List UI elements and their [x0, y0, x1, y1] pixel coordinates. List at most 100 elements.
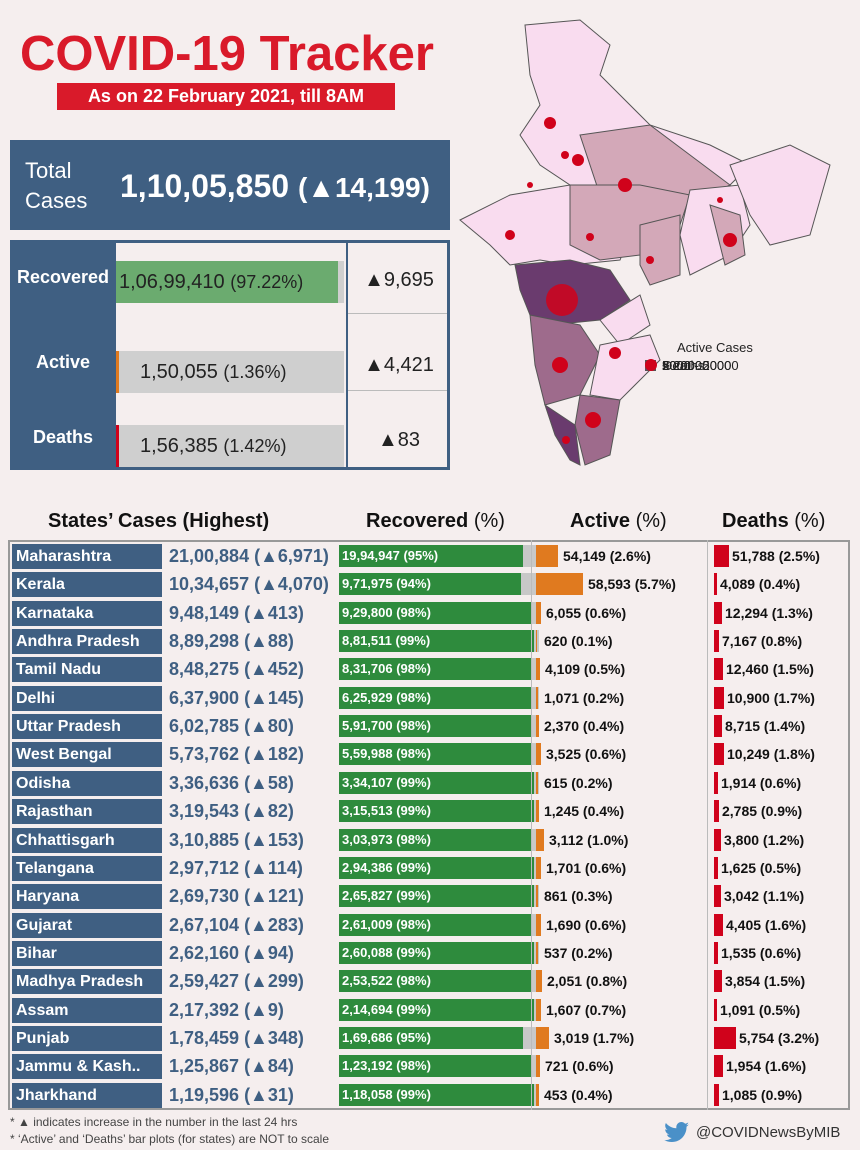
- recovered-value: 9,29,800 (98%): [339, 601, 532, 624]
- deaths-value: 3,042 (1.1%): [724, 888, 805, 905]
- deaths-value: 12,460 (1.5%): [726, 661, 814, 678]
- total-cases-delta: (▲14,199): [297, 172, 430, 203]
- death-dot-haryana: [561, 151, 569, 159]
- recovered-bar: 5,91,700 (98%): [339, 715, 539, 738]
- legend-deaths: Deaths: [645, 355, 860, 375]
- summary-delta-recovered: ▲9,695: [364, 269, 434, 291]
- state-name: Jharkhand: [12, 1082, 162, 1108]
- state-cases: 5,73,762 (▲182): [169, 744, 304, 765]
- recovered-value: 2,60,088 (99%): [339, 941, 534, 964]
- recovered-value: 3,34,107 (99%): [339, 771, 534, 794]
- state-name: Chhattisgarh: [12, 827, 162, 853]
- table-row: Kerala 10,34,657 (▲4,070) 9,71,975 (94%) 58…: [10, 570, 852, 598]
- active-bar: [536, 686, 538, 709]
- map-northeast: [729, 144, 831, 246]
- active-bar: [536, 771, 538, 794]
- recovered-bar: 9,29,800 (98%): [339, 601, 539, 624]
- recovered-value: 6,25,929 (98%): [339, 686, 532, 709]
- deaths-bar: [714, 630, 719, 653]
- active-bar: [536, 573, 583, 596]
- recovered-bar: 19,94,947 (95%): [339, 545, 539, 567]
- active-value: 54,149 (2.6%): [563, 548, 651, 564]
- state-name: Uttar Pradesh: [12, 714, 162, 740]
- table-row: Uttar Pradesh 6,02,785 (▲80) 5,91,700 (98%…: [10, 712, 852, 740]
- summary-pct: (1.42%): [223, 436, 287, 456]
- deaths-value: 4,405 (1.6%): [726, 916, 807, 933]
- recovered-bar: 2,14,694 (99%): [339, 998, 539, 1021]
- recovered-bar: 8,81,511 (99%): [339, 630, 539, 653]
- active-value: 1,701 (0.6%): [546, 859, 627, 876]
- recovered-value: 2,94,386 (99%): [339, 856, 534, 879]
- state-name: Punjab: [12, 1025, 162, 1051]
- death-dot-wb: [723, 233, 737, 247]
- death-dot-icon: [645, 359, 657, 371]
- state-cases: 2,97,712 (▲114): [169, 857, 303, 878]
- deaths-value: 7,167 (0.8%): [722, 633, 803, 650]
- deaths-bar: [714, 1083, 719, 1106]
- active-value: 1,690 (0.6%): [546, 916, 627, 933]
- table-row: Haryana 2,69,730 (▲121) 2,65,827 (99%) 861 …: [10, 882, 852, 910]
- table-row: Tamil Nadu 8,48,275 (▲452) 8,31,706 (98%) 4…: [10, 655, 852, 683]
- state-name: Madhya Pradesh: [12, 969, 162, 995]
- deaths-value: 1,625 (0.5%): [721, 859, 802, 876]
- state-name: Jammu & Kash..: [12, 1054, 162, 1080]
- state-name: Delhi: [12, 685, 162, 711]
- state-cases: 1,78,459 (▲348): [169, 1027, 304, 1048]
- deaths-bar: [714, 913, 723, 936]
- state-name: Haryana: [12, 884, 162, 910]
- state-name: Gujarat: [12, 912, 162, 938]
- recovered-bar: 6,25,929 (98%): [339, 686, 539, 709]
- state-cases: 2,17,392 (▲9): [169, 999, 284, 1020]
- deaths-value: 4,089 (0.4%): [720, 576, 801, 593]
- active-value: 861 (0.3%): [544, 888, 613, 905]
- deaths-value: 1,085 (0.9%): [722, 1086, 803, 1103]
- table-row: Telangana 2,97,712 (▲114) 2,94,386 (99%) 1,…: [10, 854, 852, 882]
- summary-bar-recovered: 1,06,99,410 (97.22%): [116, 261, 344, 303]
- col-sep-1: [531, 540, 532, 1110]
- deaths-value: 5,754 (3.2%): [739, 1029, 820, 1046]
- summary-delta-deaths: ▲83: [377, 429, 421, 451]
- table-row: Gujarat 2,67,104 (▲283) 2,61,009 (98%) 1,69…: [10, 911, 852, 939]
- total-cases-box: Total Cases 1,10,05,850 (▲14,199): [10, 140, 450, 230]
- header-deaths: Deaths (%): [722, 510, 826, 532]
- deaths-bar: [714, 1055, 723, 1078]
- state-name: Bihar: [12, 940, 162, 966]
- deaths-bar: [714, 601, 722, 624]
- twitter-handle[interactable]: @COVIDNewsByMIB: [664, 1122, 840, 1142]
- active-value: 721 (0.6%): [545, 1058, 614, 1075]
- death-dot-up: [618, 178, 632, 192]
- deaths-value: 3,800 (1.2%): [724, 831, 805, 848]
- active-value: 1,071 (0.2%): [544, 689, 625, 706]
- active-value: 537 (0.2%): [544, 944, 613, 961]
- recovered-bar: 3,03,973 (98%): [339, 828, 539, 851]
- summary-value: 1,56,385: [140, 435, 224, 457]
- active-value: 620 (0.1%): [544, 633, 613, 650]
- active-value: 2,051 (0.8%): [547, 973, 628, 990]
- recovered-value: 5,91,700 (98%): [339, 715, 532, 738]
- map-telangana: [599, 294, 651, 346]
- active-value: 615 (0.2%): [544, 774, 613, 791]
- summary-bar-active: 1,50,055 (1.36%): [116, 351, 344, 393]
- death-dot-mp: [586, 233, 594, 241]
- state-cases: 3,10,885 (▲153): [169, 829, 304, 850]
- death-dot-rajasthan: [527, 182, 533, 188]
- active-value: 3,019 (1.7%): [554, 1029, 635, 1046]
- summary-label-recovered: Recovered: [16, 267, 110, 287]
- state-cases: 1,25,867 (▲84): [169, 1056, 294, 1077]
- state-cases: 2,59,427 (▲299): [169, 971, 304, 992]
- summary-value: 1,06,99,410: [119, 271, 231, 293]
- active-bar: [536, 1083, 539, 1106]
- recovered-bar: 2,53,522 (98%): [339, 970, 539, 993]
- recovered-bar: 9,71,975 (94%): [339, 573, 539, 596]
- active-bar: [536, 941, 538, 964]
- summary-pct: (97.22%): [230, 272, 304, 292]
- state-cases: 3,36,636 (▲58): [169, 772, 294, 793]
- recovered-value: 3,15,513 (99%): [339, 800, 534, 823]
- recovered-bar: 1,18,058 (99%): [339, 1083, 539, 1106]
- table-row: Delhi 6,37,900 (▲145) 6,25,929 (98%) 1,071 …: [10, 684, 852, 712]
- death-dot-kerala: [562, 436, 570, 444]
- state-cases: 8,48,275 (▲452): [169, 659, 304, 680]
- active-bar: [536, 913, 541, 936]
- recovered-value: 2,14,694 (99%): [339, 998, 534, 1021]
- table-row: Bihar 2,62,160 (▲94) 2,60,088 (99%) 537 (0.…: [10, 939, 852, 967]
